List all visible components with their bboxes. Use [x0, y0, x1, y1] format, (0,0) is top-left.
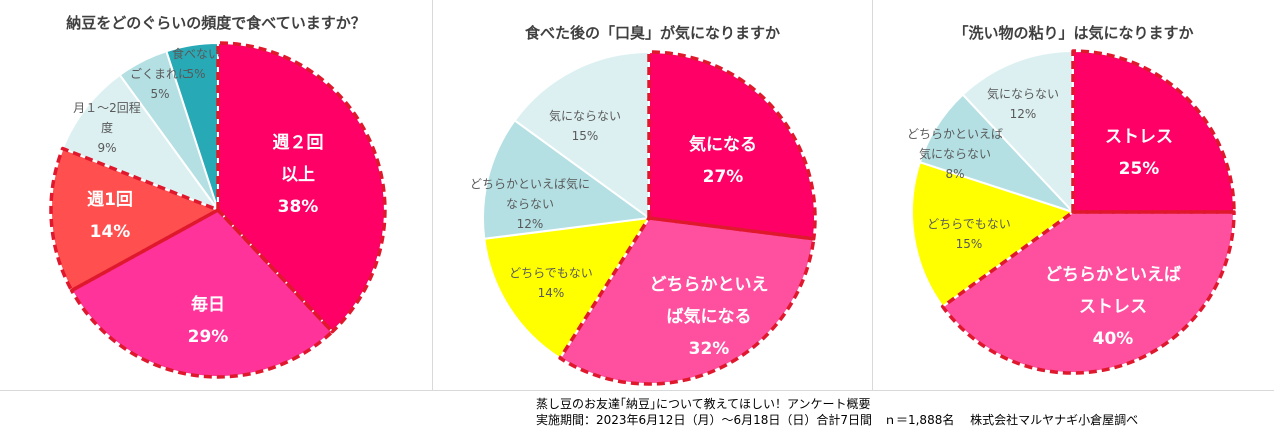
footer-line-1: 蒸し豆のお友達｢納豆｣について教えてほしい！アンケート概要	[536, 397, 871, 411]
pie-panel-frequency: 納豆をどのぐらいの頻度で食べていますか？ 週２回以上 38% 毎日 29% 週1回 14%…	[0, 0, 433, 390]
chart-title: 「洗い物の粘り」は気になりますか	[953, 24, 1194, 42]
slice-label: どちらかといえば気になる 32%	[650, 275, 769, 359]
slice-label: 気になる 27%	[688, 134, 757, 187]
pie-slice	[483, 216, 651, 360]
slice-highlight-outline	[49, 146, 220, 293]
chart-title: 納豆をどのぐらいの頻度で食べていますか？	[66, 14, 366, 32]
slice-highlight-outline	[647, 50, 817, 241]
pie-panel-breath: 食べた後の「口臭」が気になりますか 気になる 27% どちらかといえば気になる 32%…	[433, 0, 873, 390]
slice-label: 気にならない 12%	[987, 86, 1059, 121]
pie-chart: 週２回以上 38% 毎日 29% 週1回 14% 月１～2回程度 9%ごくまれに 5%食べない 5…	[49, 41, 387, 379]
slice-label: どちらでもない 14%	[509, 266, 593, 300]
pie-panel-stickiness: 「洗い物の粘り」は気になりますか ストレス 25% どちらかといえばストレス 40% ど…	[873, 0, 1274, 390]
slice-label: 毎日 29%	[188, 294, 229, 347]
pie-slice	[910, 160, 1076, 308]
pie-slice	[481, 119, 652, 240]
slice-label: ごくまれに 5%	[130, 66, 190, 101]
slice-label: ストレス 25%	[1105, 127, 1173, 179]
slice-label: どちらかといえばストレス 40%	[1045, 265, 1181, 349]
pie-slice	[165, 41, 219, 211]
slice-highlight-outline	[69, 208, 335, 379]
pie-slice	[513, 50, 650, 220]
pie-slice	[961, 49, 1074, 215]
slice-label: 月１～2回程度 9%	[73, 100, 141, 155]
pie-chart: 気になる 27% どちらかといえば気になる 32% どちらでもない 14% どちらかといえば…	[470, 50, 817, 386]
slice-label: どちらかといえば気にならない 8%	[907, 127, 1003, 181]
slice-label: 週２回以上 38%	[273, 133, 324, 217]
slice-label: 食べない 5%	[172, 46, 220, 81]
slice-label: 気にならない 15%	[549, 108, 621, 143]
slice-highlight-outline	[558, 216, 816, 386]
slice-highlight-outline	[940, 210, 1236, 375]
slice-label: どちらかといえば気にならない 12%	[470, 176, 590, 231]
slice-label: どちらでもない 15%	[927, 217, 1011, 251]
slice-label: 週1回 14%	[87, 190, 133, 242]
footer-line-2: 実施期間：2023年6月12日（月）～6月18日（日）合計7日間 ｎ＝1,888…	[536, 413, 1139, 427]
chart-title: 食べた後の「口臭」が気になりますか	[524, 24, 780, 42]
pie-chart: ストレス 25% どちらかといえばストレス 40% どちらでもない 15% どちらかといえば…	[907, 49, 1236, 375]
slice-highlight-outline	[1071, 49, 1236, 214]
footer-divider	[0, 390, 1274, 391]
slice-highlight-outline	[216, 41, 387, 334]
pie-slice	[61, 73, 221, 213]
survey-footer: 蒸し豆のお友達｢納豆｣について教えてほしい！アンケート概要 実施期間：2023年…	[536, 396, 1138, 428]
